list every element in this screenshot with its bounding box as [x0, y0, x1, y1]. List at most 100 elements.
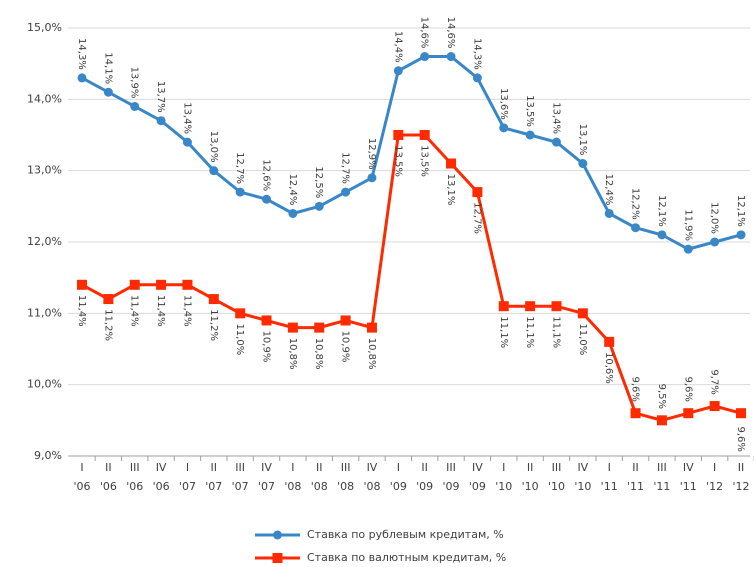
marker: [77, 279, 87, 290]
data-label: 13,6%: [498, 88, 509, 120]
marker: [129, 279, 140, 290]
data-label: 10,8%: [313, 338, 324, 370]
marker: [235, 308, 246, 319]
marker: [103, 87, 113, 97]
x-tick-label: '11: [601, 480, 618, 493]
marker: [551, 137, 561, 147]
data-label: 12,7%: [471, 202, 482, 234]
data-label: 12,1%: [735, 195, 746, 227]
data-label: 11,2%: [102, 309, 113, 341]
marker: [341, 187, 351, 197]
data-label: 11,1%: [498, 316, 509, 348]
marker: [367, 173, 377, 183]
data-label: 11,4%: [181, 295, 192, 327]
data-label: 12,4%: [287, 174, 298, 206]
y-tick-label: 9,0%: [34, 449, 62, 462]
x-tick-label: '08: [284, 480, 301, 493]
data-label: 10,8%: [366, 338, 377, 370]
x-tick-label: '10: [522, 480, 539, 493]
y-tick-label: 12,0%: [27, 235, 62, 248]
x-tick-label: IV: [683, 461, 694, 474]
x-tick-label: '11: [653, 480, 670, 493]
x-tick-label: '06: [100, 480, 117, 493]
marker: [604, 208, 614, 218]
legend-marker: [272, 553, 283, 563]
x-tick-label: III: [657, 461, 667, 474]
marker: [209, 166, 219, 176]
data-label: 12,7%: [340, 152, 351, 184]
data-label: 11,4%: [155, 295, 166, 327]
data-label: 11,1%: [550, 316, 561, 348]
x-tick-label: III: [552, 461, 562, 474]
data-label: 13,5%: [392, 145, 403, 177]
marker: [683, 244, 693, 254]
marker: [472, 187, 483, 198]
marker: [630, 408, 641, 419]
series-line: [81, 55, 742, 251]
data-label: 9,6%: [630, 376, 641, 401]
legend-label: Ставка по рублевым кредитам, %: [307, 528, 504, 541]
marker: [631, 223, 641, 233]
marker: [77, 73, 87, 83]
marker: [683, 408, 694, 419]
marker: [262, 194, 272, 204]
x-tick-label: III: [446, 461, 456, 474]
data-label: 10,9%: [340, 331, 351, 363]
data-label: 9,5%: [656, 384, 667, 409]
x-tick-label: '06: [153, 480, 170, 493]
x-tick-label: '11: [680, 480, 697, 493]
data-label: 12,5%: [313, 166, 324, 198]
marker: [446, 52, 456, 62]
data-label: 9,6%: [735, 426, 746, 451]
x-tick-label: IV: [156, 461, 167, 474]
marker: [419, 130, 430, 140]
marker: [156, 279, 167, 290]
x-tick-label: II: [632, 461, 639, 474]
marker: [314, 201, 324, 211]
x-tick-label: '08: [363, 480, 380, 493]
y-tick-label: 13,0%: [27, 164, 62, 177]
marker: [393, 66, 403, 76]
x-tick-label: III: [130, 461, 140, 474]
x-tick-label: I: [502, 461, 505, 474]
x-tick-label: '07: [258, 480, 275, 493]
data-label: 10,9%: [261, 331, 272, 363]
marker: [287, 322, 298, 333]
x-tick-label: II: [738, 461, 745, 474]
data-label: 11,0%: [577, 323, 588, 355]
data-label: 10,8%: [287, 338, 298, 370]
marker: [604, 336, 615, 347]
x-tick-label: '09: [390, 480, 407, 493]
x-tick-label: IV: [367, 461, 378, 474]
data-label: 14,4%: [392, 31, 403, 63]
x-tick-label: '08: [311, 480, 328, 493]
x-tick-label: '06: [73, 480, 90, 493]
data-label: 13,7%: [155, 81, 166, 113]
marker: [472, 73, 482, 83]
x-tick-label: II: [105, 461, 112, 474]
marker: [182, 279, 193, 290]
data-label: 13,0%: [208, 131, 219, 163]
marker: [736, 408, 746, 419]
data-label: 11,9%: [682, 209, 693, 241]
x-tick-label: I: [186, 461, 189, 474]
marker: [551, 301, 562, 312]
data-label: 14,3%: [76, 38, 87, 70]
y-tick-label: 15,0%: [27, 21, 62, 34]
data-label: 12,2%: [630, 188, 641, 220]
x-tick-label: '09: [416, 480, 433, 493]
marker: [710, 237, 720, 247]
series-line: [81, 133, 742, 422]
data-label: 14,6%: [445, 17, 456, 49]
marker: [736, 230, 746, 240]
x-tick-label: I: [397, 461, 400, 474]
x-tick-label: I: [713, 461, 716, 474]
data-label: 12,4%: [603, 174, 614, 206]
marker: [709, 401, 720, 412]
data-label: 13,5%: [524, 95, 535, 127]
marker: [525, 130, 535, 140]
marker: [577, 308, 588, 319]
legend-label: Ставка по валютным кредитам, %: [307, 551, 506, 564]
x-tick-label: '10: [574, 480, 591, 493]
data-label: 9,6%: [682, 376, 693, 401]
